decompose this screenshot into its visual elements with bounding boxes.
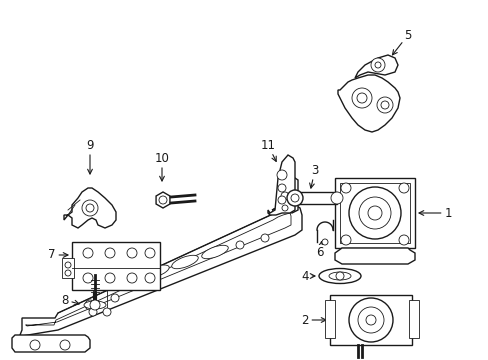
Text: 5: 5 [392,28,411,55]
Circle shape [127,248,137,258]
Ellipse shape [318,269,360,284]
Circle shape [145,273,155,283]
Polygon shape [354,55,397,78]
Text: 6: 6 [316,242,323,258]
Polygon shape [271,178,297,213]
Bar [329,295,411,345]
Text: 7: 7 [48,248,68,261]
Circle shape [348,298,392,342]
Circle shape [82,200,98,216]
Circle shape [89,308,97,316]
Bar [334,178,414,248]
Circle shape [105,273,115,283]
Circle shape [365,315,375,325]
Polygon shape [267,155,294,215]
Polygon shape [12,335,90,352]
Circle shape [278,184,285,192]
Circle shape [286,190,303,206]
Circle shape [90,300,100,310]
Circle shape [370,58,384,72]
Circle shape [105,248,115,258]
Text: 9: 9 [86,139,94,174]
Ellipse shape [84,301,106,309]
Circle shape [103,308,111,316]
Polygon shape [20,205,302,336]
Bar [408,300,418,338]
Bar [294,192,336,204]
Circle shape [330,192,342,204]
Circle shape [340,183,350,193]
Circle shape [356,93,366,103]
Circle shape [348,187,400,239]
Circle shape [290,194,298,202]
Circle shape [261,234,268,242]
Circle shape [367,206,381,220]
Polygon shape [334,248,414,264]
Polygon shape [64,188,116,228]
Circle shape [145,248,155,258]
Text: 10: 10 [154,152,169,181]
Circle shape [65,270,71,276]
Circle shape [398,235,408,245]
Circle shape [398,183,408,193]
Text: 11: 11 [260,139,276,161]
Bar [62,258,74,278]
Bar [339,183,409,243]
Circle shape [83,248,93,258]
Ellipse shape [328,272,350,280]
Circle shape [358,197,390,229]
Circle shape [335,272,343,280]
Text: 2: 2 [301,314,325,327]
Bar [72,242,160,290]
Circle shape [30,340,40,350]
Circle shape [60,340,70,350]
Circle shape [374,62,380,68]
Circle shape [376,97,392,113]
Circle shape [86,204,94,212]
Circle shape [357,307,383,333]
Circle shape [236,241,244,249]
Circle shape [321,239,327,245]
Circle shape [83,273,93,283]
Circle shape [282,205,287,211]
Circle shape [127,273,137,283]
Text: 4: 4 [301,270,314,283]
Circle shape [65,262,71,268]
Circle shape [351,88,371,108]
Circle shape [276,170,286,180]
Circle shape [111,294,119,302]
Polygon shape [156,192,170,208]
Ellipse shape [141,265,169,279]
Circle shape [380,101,388,109]
Ellipse shape [171,255,198,269]
Circle shape [281,192,288,200]
Circle shape [278,196,285,204]
Polygon shape [337,75,399,132]
Text: 3: 3 [309,163,318,188]
Circle shape [159,196,167,204]
Bar [325,300,334,338]
Text: 8: 8 [61,293,79,306]
Circle shape [340,235,350,245]
Circle shape [85,300,95,310]
Text: 1: 1 [418,207,451,220]
Ellipse shape [202,245,228,259]
